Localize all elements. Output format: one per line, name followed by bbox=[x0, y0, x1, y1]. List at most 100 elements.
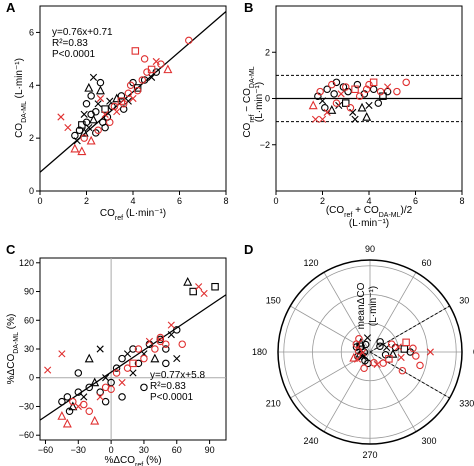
angle-label: 180 bbox=[252, 347, 267, 357]
polar-point-red-circle bbox=[416, 361, 424, 370]
x-tick-label: 6 bbox=[177, 196, 182, 206]
data-point-black-cross bbox=[80, 393, 88, 401]
y-tick-label: 6 bbox=[29, 27, 34, 37]
data-point-black-circle bbox=[75, 126, 84, 134]
x-axis-title: (COref + CODA-ML)/2 bbox=[326, 205, 413, 219]
data-point-red-triangle bbox=[86, 135, 96, 145]
data-point-black-cross bbox=[167, 331, 175, 339]
data-point-black-square bbox=[341, 99, 350, 107]
data-point-red-triangle bbox=[57, 411, 67, 420]
data-point-red-cross bbox=[64, 123, 72, 132]
panel-label-b: B bbox=[244, 0, 253, 15]
x-tick-label: 0 bbox=[109, 445, 114, 455]
data-point-red-circle bbox=[328, 80, 336, 89]
data-point-red-circle bbox=[402, 78, 410, 87]
data-point-black-circle bbox=[92, 107, 100, 116]
data-point-red-triangle bbox=[163, 64, 173, 74]
data-point-black-square bbox=[211, 282, 219, 291]
y-tick-label: −2 bbox=[260, 140, 270, 150]
data-point-red-triangle bbox=[90, 415, 100, 425]
data-point-red-circle bbox=[362, 85, 371, 94]
data-point-red-circle bbox=[156, 337, 165, 346]
data-point-black-cross bbox=[123, 350, 132, 358]
y-tick-label: 120 bbox=[19, 258, 34, 268]
data-point-red-circle bbox=[69, 397, 77, 406]
angle-label: 90 bbox=[365, 244, 375, 254]
data-point-red-circle bbox=[151, 345, 159, 353]
data-point-red-cross bbox=[323, 108, 331, 116]
x-tick-label: 0 bbox=[37, 196, 42, 206]
data-point-black-circle bbox=[323, 85, 331, 94]
data-point-black-circle bbox=[112, 364, 121, 372]
data-point-black-circle bbox=[374, 99, 383, 107]
data-point-black-circle bbox=[129, 345, 137, 353]
x-tick-label: −30 bbox=[71, 445, 86, 455]
polar-point-black-cross bbox=[363, 334, 372, 342]
plot-frame bbox=[39, 257, 227, 441]
polar-point-red-square bbox=[385, 355, 393, 363]
y-axis-title: CODA-ML (L·min⁻¹) bbox=[14, 58, 28, 138]
data-point-black-circle bbox=[339, 83, 348, 91]
data-point-black-circle bbox=[152, 68, 161, 76]
data-point-red-circle bbox=[346, 104, 355, 112]
data-point-black-cross bbox=[102, 374, 110, 382]
polar-point-red-cross bbox=[359, 349, 367, 357]
data-point-black-triangle bbox=[84, 353, 94, 363]
data-point-red-square bbox=[147, 65, 156, 74]
data-point-black-circle bbox=[74, 388, 83, 396]
data-point-red-circle bbox=[355, 92, 364, 100]
x-axis-title-unit: (L·min⁻¹) bbox=[349, 218, 389, 229]
polar-point-red-cross bbox=[394, 343, 402, 351]
x-tick-label: 2 bbox=[320, 196, 325, 206]
polar-outer-circle bbox=[277, 259, 463, 445]
angle-label: 150 bbox=[266, 296, 281, 306]
x-tick-label: 30 bbox=[139, 445, 149, 455]
angle-label: 270 bbox=[362, 450, 377, 460]
data-point-black-cross bbox=[80, 110, 88, 118]
data-point-black-circle bbox=[383, 87, 392, 96]
data-point-black-triangle bbox=[68, 401, 78, 411]
y-tick-label: 30 bbox=[24, 344, 34, 354]
regression-statistic: y=0.77x+5.8 bbox=[150, 370, 205, 381]
data-point-red-circle bbox=[133, 86, 142, 95]
panel-label-a: A bbox=[6, 0, 16, 15]
polar-point-red-cross bbox=[426, 348, 434, 356]
data-point-black-cross bbox=[349, 108, 357, 116]
y-tick-label: −60 bbox=[19, 430, 34, 440]
y-tick-label: 0 bbox=[29, 373, 34, 383]
data-point-black-circle bbox=[162, 345, 170, 353]
data-point-black-circle bbox=[344, 87, 352, 96]
panel-c-percent-change-plot: −60 −30 0 30 60 90 −60 −30 0 30 60 90 120 y=0.77x+5.8… bbox=[6, 257, 227, 466]
data-point-red-cross bbox=[167, 321, 175, 329]
regression-statistic: y=0.76x+0.71 bbox=[52, 27, 113, 38]
y-axis-title-unit: (L·min⁻¹) bbox=[254, 82, 265, 122]
polar-point-black-cross bbox=[360, 353, 369, 361]
regression-line bbox=[39, 294, 227, 421]
polar-point-red-circle bbox=[398, 366, 407, 375]
data-point-black-circle bbox=[140, 383, 148, 392]
data-point-black-circle bbox=[330, 90, 338, 98]
data-point-black-cross bbox=[124, 97, 132, 105]
data-point-black-circle bbox=[353, 80, 362, 89]
panel-d-polar-plot: 9060300330300270240210180150120meanΔCO(L… bbox=[252, 244, 474, 460]
data-point-black-circle bbox=[173, 326, 181, 334]
data-point-black-cross bbox=[73, 137, 81, 145]
data-point-red-circle bbox=[94, 126, 102, 134]
polar-point-red-circle bbox=[370, 359, 378, 367]
panel-label-d: D bbox=[244, 242, 253, 257]
data-point-black-circle bbox=[108, 102, 116, 111]
data-point-red-circle bbox=[138, 76, 147, 84]
data-point-red-circle bbox=[185, 36, 193, 45]
data-point-red-cross bbox=[195, 283, 203, 291]
x-tick-label: 6 bbox=[413, 196, 418, 206]
panel-label-c: C bbox=[6, 242, 16, 257]
data-point-red-triangle bbox=[62, 418, 72, 428]
data-point-black-circle bbox=[101, 397, 110, 406]
x-tick-label: 4 bbox=[130, 196, 135, 206]
data-point-black-circle bbox=[314, 92, 322, 100]
data-point-red-cross bbox=[152, 57, 160, 66]
angle-label: 120 bbox=[303, 258, 318, 268]
angle-label: 300 bbox=[422, 436, 437, 446]
data-point-red-circle bbox=[134, 345, 143, 353]
